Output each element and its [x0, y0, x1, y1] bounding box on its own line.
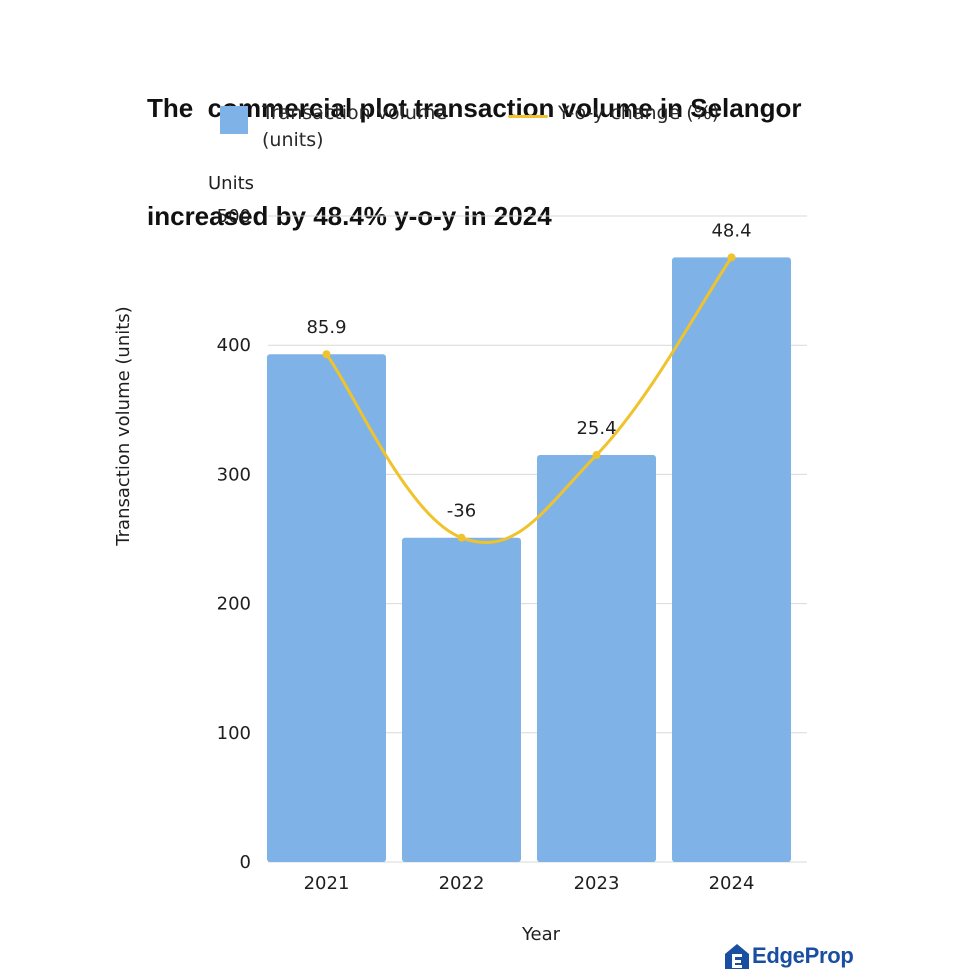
yoy-label-2024: 48.4	[711, 220, 751, 241]
bar-2021	[267, 354, 386, 862]
yoy-line	[322, 253, 736, 544]
y-axis-title: Transaction volume (units)	[113, 306, 134, 546]
edgeprop-house-icon	[725, 944, 749, 969]
y-tick-label-300: 300	[217, 464, 251, 485]
y-tick-label-100: 100	[217, 723, 251, 744]
y-unit-label: Units	[208, 173, 254, 194]
edgeprop-logo: EdgeProp	[724, 942, 854, 970]
legend-label-line: Y-o-y change (%)	[558, 102, 720, 124]
legend-item-line: Y-o-y change (%)	[508, 100, 719, 127]
chart-title: The commercial plot transaction volume i…	[147, 18, 847, 270]
bars	[267, 257, 791, 862]
y-tick-label-200: 200	[217, 594, 251, 615]
yoy-point-2024	[727, 253, 736, 262]
x-tick-label-2021: 2021	[304, 873, 350, 894]
bar-2024	[672, 257, 791, 862]
legend-label-bars: Transaction volume (units)	[262, 102, 448, 151]
x-tick-label-2022: 2022	[439, 873, 485, 894]
yoy-label-2022: -36	[447, 501, 476, 522]
legend-item-bars: Transaction volume (units)	[220, 100, 472, 154]
chart-legend: Transaction volume (units) Y-o-y change …	[220, 100, 780, 160]
yoy-point-2022	[457, 533, 466, 542]
yoy-line-path	[325, 255, 733, 544]
yoy-label-2023: 25.4	[576, 418, 616, 439]
legend-swatch-bar	[220, 106, 248, 134]
title-line-1: The commercial plot transaction volume i…	[147, 93, 802, 123]
x-axis-title: Year	[521, 924, 561, 945]
bar-2022	[402, 537, 521, 862]
legend-swatch-line	[508, 115, 548, 118]
axes: 0 100 200 300 400 500 Units Transaction volume …	[113, 173, 754, 945]
yoy-point-2023	[592, 451, 601, 460]
x-tick-label-2023: 2023	[574, 873, 620, 894]
x-tick-label-2024: 2024	[709, 873, 755, 894]
brand-name: EdgeProp	[752, 943, 854, 968]
y-tick-label-500: 500	[217, 206, 251, 227]
yoy-point-2021	[322, 350, 331, 359]
y-tick-label-400: 400	[217, 335, 251, 356]
data-labels: 85.9 -36 25.4 48.4	[306, 220, 751, 521]
y-tick-label-0: 0	[240, 852, 251, 873]
yoy-label-2021: 85.9	[306, 317, 346, 338]
bar-2023	[537, 455, 656, 862]
